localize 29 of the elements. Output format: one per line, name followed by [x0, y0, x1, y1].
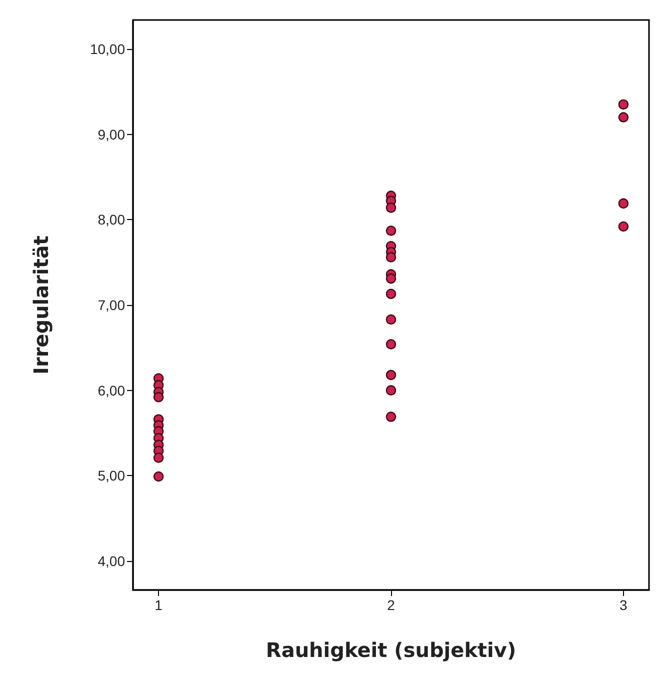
point: [153, 471, 164, 482]
point: [153, 392, 164, 402]
point: [386, 288, 396, 300]
point: [386, 412, 396, 422]
y-tick-label: 5,00: [98, 468, 126, 484]
x-tick-label: 3: [620, 597, 628, 613]
point: [618, 221, 629, 232]
point: [386, 314, 396, 325]
y-tick-label: 10,00: [90, 41, 126, 58]
point: [386, 339, 396, 350]
point: [386, 385, 396, 396]
x-tick-label: 2: [387, 597, 396, 613]
point: [386, 226, 396, 236]
y-tick-label: 9,00: [98, 126, 126, 142]
point: [386, 273, 396, 284]
point: [153, 452, 164, 463]
point: [386, 252, 396, 262]
x-tick-label: 1: [154, 597, 163, 613]
point: [618, 112, 629, 122]
point: [386, 202, 396, 213]
y-tick-label: 8,00: [98, 212, 126, 228]
point: [618, 99, 629, 110]
y-tick-label: 7,00: [98, 297, 126, 313]
y-axis-title: Irregularität: [29, 235, 53, 374]
y-tick-label: 6,00: [98, 382, 126, 398]
x-axis-title: Rauhigkeit (subjektiv): [266, 638, 516, 662]
point: [618, 198, 629, 209]
point: [386, 370, 396, 380]
y-tick-label: 4,00: [98, 552, 126, 569]
